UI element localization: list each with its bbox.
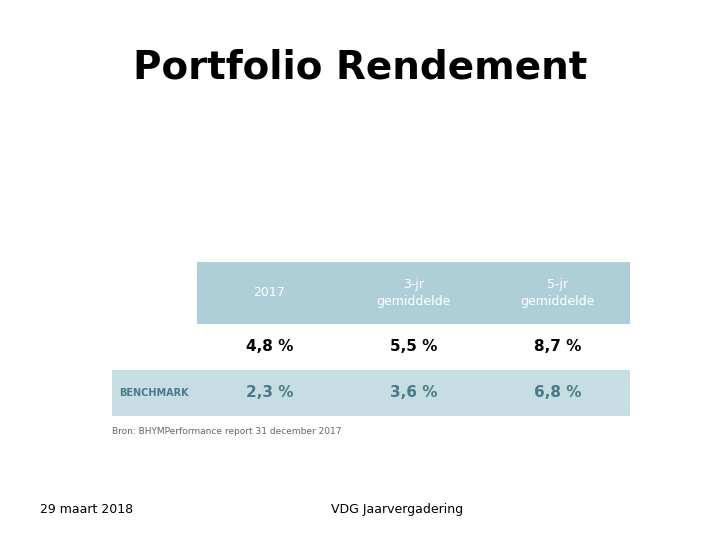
Text: 5-jr
gemiddelde: 5-jr gemiddelde — [521, 278, 595, 308]
Bar — [341, 324, 486, 370]
Text: 4,8 %: 4,8 % — [246, 340, 293, 354]
Bar — [341, 370, 486, 416]
Bar — [486, 324, 630, 370]
Text: 6,8 %: 6,8 % — [534, 386, 582, 400]
Bar — [197, 262, 341, 324]
Text: 2,3 %: 2,3 % — [246, 386, 293, 400]
Text: BENCHMARK: BENCHMARK — [120, 388, 189, 398]
Bar — [197, 370, 341, 416]
Bar — [112, 324, 197, 370]
Bar — [112, 370, 197, 416]
Bar — [197, 324, 341, 370]
Bar — [112, 262, 197, 324]
Text: Bron: BHYMPerformance report 31 december 2017: Bron: BHYMPerformance report 31 december… — [112, 427, 341, 436]
Text: VDG Jaarvergadering: VDG Jaarvergadering — [331, 503, 464, 516]
Text: 2017: 2017 — [253, 286, 285, 300]
Bar — [341, 262, 486, 324]
Text: 5,5 %: 5,5 % — [390, 340, 437, 354]
Text: 8,7 %: 8,7 % — [534, 340, 582, 354]
Text: 3,6 %: 3,6 % — [390, 386, 437, 400]
Text: 3-jr
gemiddelde: 3-jr gemiddelde — [377, 278, 451, 308]
Bar — [486, 262, 630, 324]
Text: Portfolio Rendement: Portfolio Rendement — [133, 49, 587, 86]
Text: 29 maart 2018: 29 maart 2018 — [40, 503, 132, 516]
Bar — [486, 370, 630, 416]
